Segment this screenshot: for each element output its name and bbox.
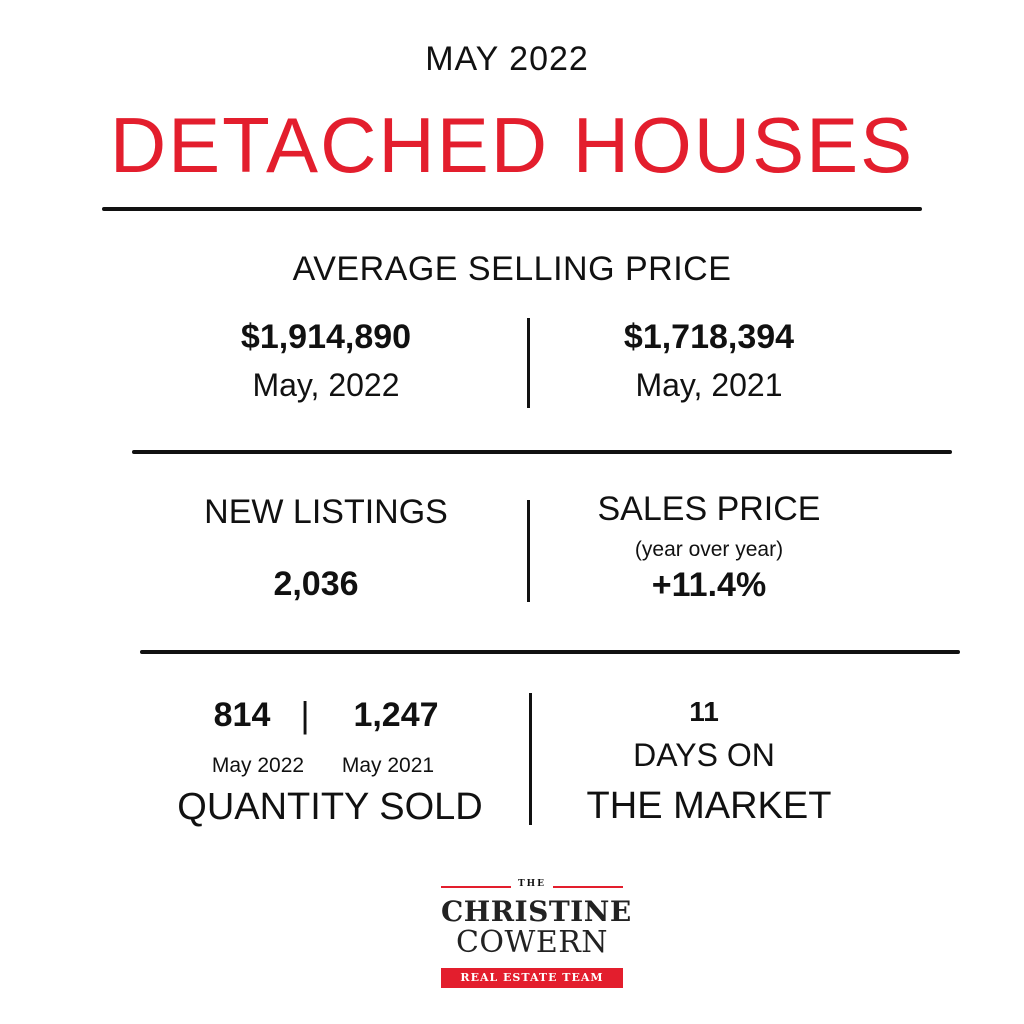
logo-the: THE — [517, 879, 547, 889]
quantity-sold-title: QUANTITY SOLD — [177, 786, 483, 828]
company-logo: THE CHRISTINE COWERN REAL ESTATE TEAM — [441, 879, 632, 991]
avg-price-current-label: May, 2022 — [252, 367, 400, 403]
days-on-market-value: 11 — [689, 696, 719, 727]
divider-bottom — [140, 650, 960, 654]
avg-selling-price-title: AVERAGE SELLING PRICE — [292, 250, 732, 288]
quantity-sold-current: 814 — [213, 696, 271, 734]
new-listings-title: NEW LISTINGS — [204, 493, 448, 531]
logo-line1: CHRISTINE — [441, 895, 632, 928]
days-on-market-line2: THE MARKET — [586, 785, 832, 827]
sales-price-change: +11.4% — [651, 566, 767, 604]
quantity-sold-current-label: May 2022 — [211, 754, 305, 777]
divider-vertical-sold — [529, 693, 532, 825]
avg-price-current-value: $1,914,890 — [240, 318, 412, 356]
logo-band: REAL ESTATE TEAM — [441, 968, 623, 988]
quantity-sold-previous-label: May 2021 — [341, 754, 435, 777]
sales-price-subtitle: (year over year) — [634, 538, 784, 561]
quantity-sold-previous: 1,247 — [353, 696, 439, 734]
sales-price-title: SALES PRICE — [597, 490, 821, 528]
logo-rule-right — [553, 886, 623, 888]
logo-rule-left — [441, 886, 511, 888]
divider-vertical-price — [527, 318, 530, 408]
report-month: MAY 2022 — [425, 40, 589, 78]
quantity-sold-separator: | — [300, 694, 310, 735]
divider-vertical-listings — [527, 500, 530, 602]
avg-price-previous-value: $1,718,394 — [623, 318, 795, 356]
new-listings-value: 2,036 — [273, 565, 359, 603]
avg-price-previous-label: May, 2021 — [635, 367, 783, 403]
page-title: DETACHED HOUSES — [109, 101, 915, 189]
divider-top — [102, 207, 922, 211]
days-on-market-line1: DAYS ON — [633, 737, 775, 773]
divider-middle — [132, 450, 952, 454]
logo-line2: COWERN — [455, 925, 609, 960]
